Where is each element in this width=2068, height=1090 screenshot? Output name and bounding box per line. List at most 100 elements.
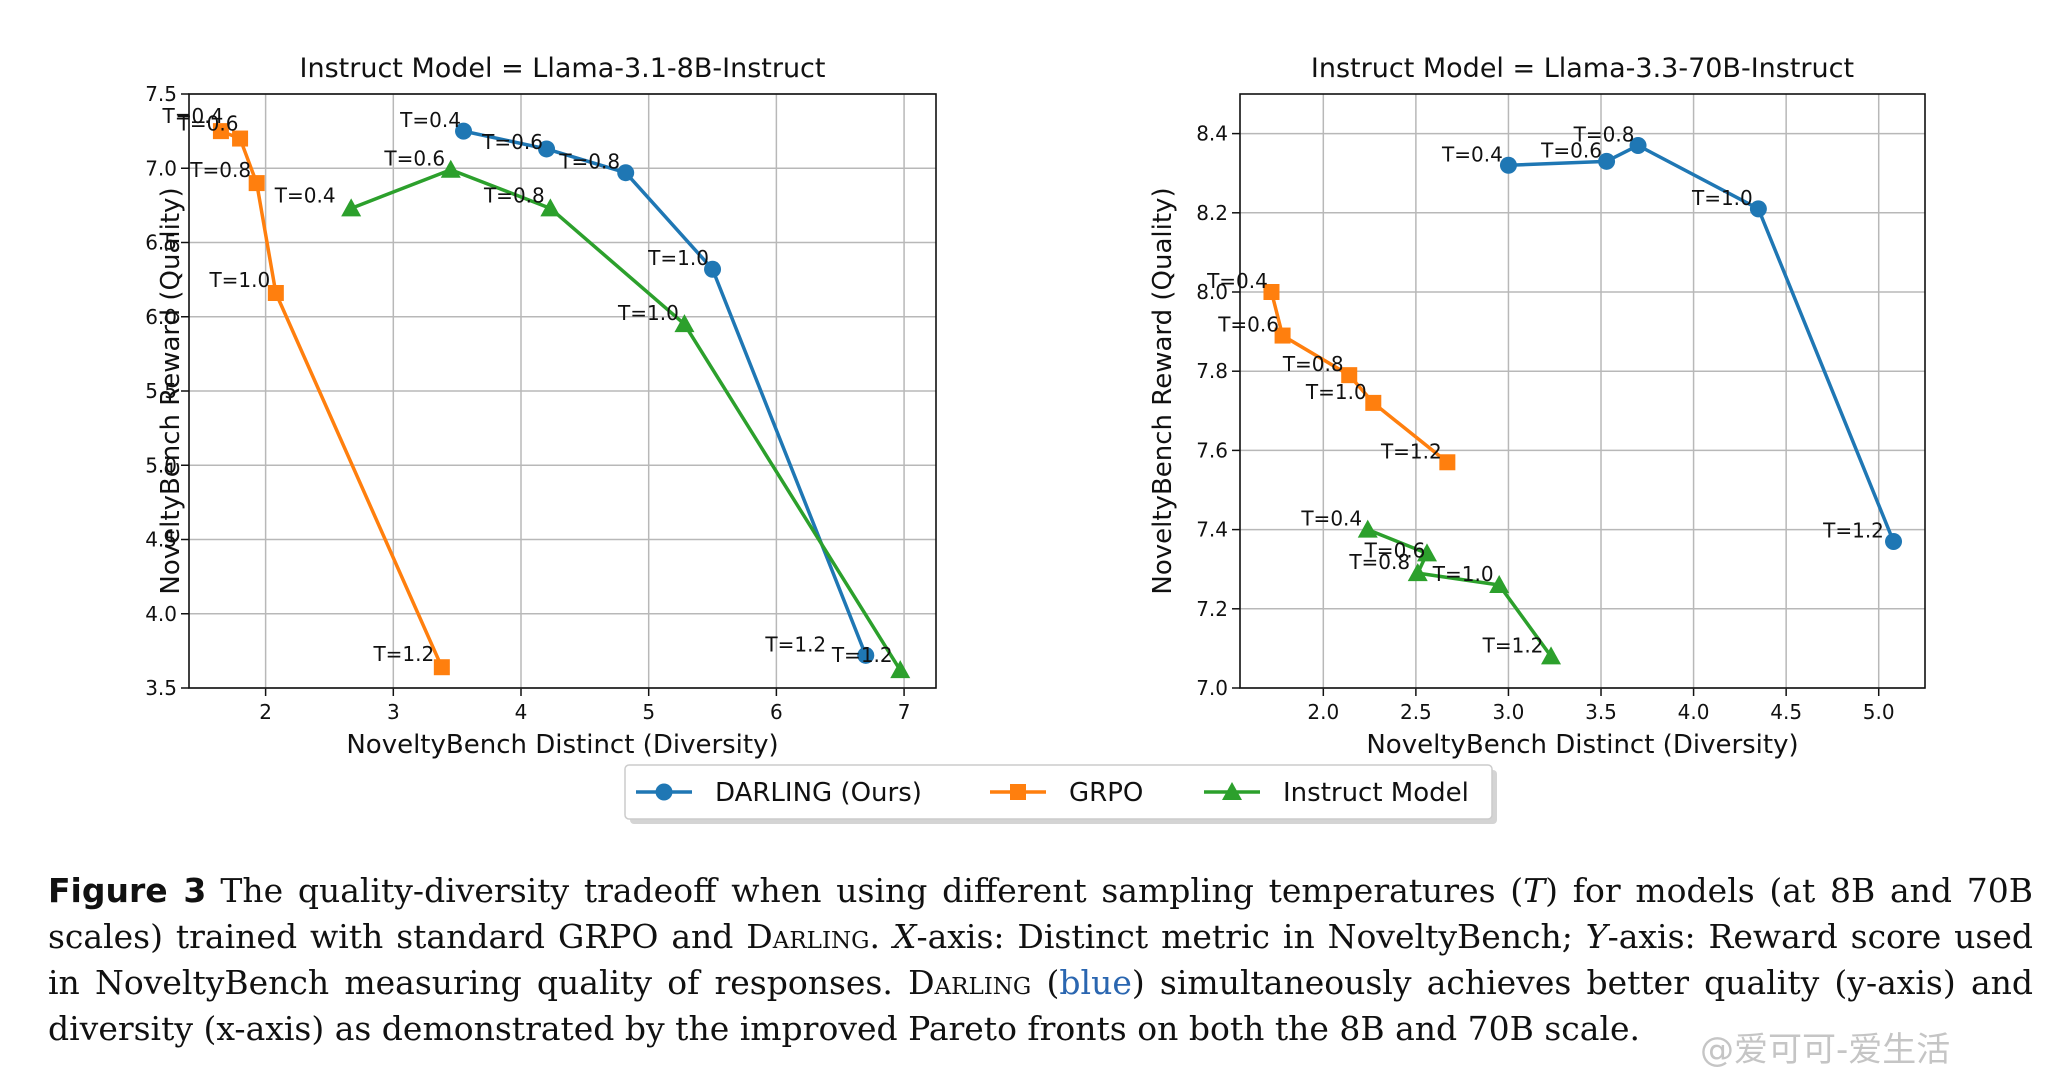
chart-title: Instruct Model = Llama-3.1-8B-Instruct xyxy=(300,53,826,84)
data-label: T=1.2 xyxy=(764,632,826,656)
y-tick-label: 3.5 xyxy=(145,676,177,700)
square-marker xyxy=(267,284,284,301)
triangle-marker xyxy=(1407,563,1428,582)
data-label: T=0.8 xyxy=(1573,122,1635,146)
legend-label: Instruct Model xyxy=(1283,778,1469,808)
data-label: T=0.6 xyxy=(177,112,239,136)
data-label: T=1.0 xyxy=(208,268,270,292)
series-line xyxy=(463,129,868,656)
circle-marker xyxy=(704,260,722,278)
chart-panel-1: 2 3 4 5 6 73.54.04.55.05.56.06.57.07.5T=0.4T=… xyxy=(145,53,937,760)
y-tick-label: 7.0 xyxy=(145,156,177,180)
caption-var-y: Y xyxy=(1585,917,1608,956)
square-marker xyxy=(248,175,265,192)
data-label: T=0.4 xyxy=(1300,507,1362,531)
legend-label: DARLING (Ours) xyxy=(715,778,922,808)
caption-blue-word: blue xyxy=(1059,963,1132,1002)
circle-marker xyxy=(1499,156,1517,174)
caption-text: ) for models (at 8B and 70B scales) trai… xyxy=(48,871,2033,956)
data-label: T=1.0 xyxy=(1432,562,1494,586)
circle-marker xyxy=(857,646,875,664)
y-tick-label: 6.0 xyxy=(145,305,177,329)
circle-marker xyxy=(655,783,673,801)
caption-text: ) simultaneously achieves better quality… xyxy=(48,963,2033,1048)
circle-marker xyxy=(1885,532,1903,550)
square-marker xyxy=(212,123,229,140)
circle-marker xyxy=(1749,200,1767,218)
plot-frame xyxy=(1239,93,1926,689)
y-tick-label: 7.6 xyxy=(1196,438,1228,462)
square-marker xyxy=(1263,284,1280,300)
y-tick-label: 8.2 xyxy=(1196,201,1228,225)
x-tick-label: 5 xyxy=(642,700,655,724)
caption-text: -axis: Reward score used in NoveltyBench… xyxy=(48,917,2033,1002)
legend-box xyxy=(624,764,1493,820)
data-label: T=0.6 xyxy=(1364,538,1426,562)
x-tick-label: 3.0 xyxy=(1493,700,1525,724)
data-label: T=1.0 xyxy=(617,301,679,325)
circle-marker xyxy=(617,164,635,182)
y-tick-label: 7.0 xyxy=(1196,676,1228,700)
data-label: T=1.0 xyxy=(1305,380,1367,404)
square-marker xyxy=(1274,327,1291,344)
x-tick-label: 2 xyxy=(259,700,272,724)
data-label: T=0.8 xyxy=(189,158,251,182)
caption-darling: Darling xyxy=(746,917,870,956)
x-axis-label: NoveltyBench Distinct (Diversity) xyxy=(1366,730,1798,760)
chart-panel-2: 2.0 2.5 3.0 3.5 4.0 4.5 5.0 7.0 7.2 7.4 7.6 7.8 8.0 8… xyxy=(1148,53,1926,760)
y-tick-label: 7.4 xyxy=(1196,518,1228,542)
x-tick-label: 4.0 xyxy=(1678,700,1710,724)
data-label: T=0.4 xyxy=(399,108,461,132)
y-axis-label: NoveltyBench Reward (Quality) xyxy=(1148,187,1178,594)
y-tick-label: 7.2 xyxy=(1196,597,1228,621)
data-label: T=1.2 xyxy=(372,642,434,666)
square-marker xyxy=(1365,394,1382,411)
watermark: @爱可可-爱生活 xyxy=(1700,1030,1951,1070)
data-label: T=0.4 xyxy=(1441,142,1503,166)
caption-var-t: T xyxy=(1523,871,1546,910)
data-label: T=0.8 xyxy=(483,183,545,207)
data-label: T=0.6 xyxy=(1540,138,1602,162)
circle-marker xyxy=(1629,136,1647,154)
caption-text: -axis: Distinct metric in NoveltyBench; xyxy=(916,917,1586,956)
data-label: T=1.2 xyxy=(1380,439,1442,463)
plot-frame xyxy=(188,93,937,689)
triangle-marker xyxy=(890,660,911,679)
x-tick-label: 2.5 xyxy=(1400,700,1432,724)
x-tick-label: 2.0 xyxy=(1307,700,1339,724)
x-axis-label: NoveltyBench Distinct (Diversity) xyxy=(346,730,778,760)
y-tick-label: 6.5 xyxy=(145,231,177,255)
series-line xyxy=(1269,291,1449,464)
x-tick-label: 3 xyxy=(387,700,400,724)
circle-marker xyxy=(455,122,473,140)
series-line xyxy=(220,129,444,668)
caption-text: The quality-diversity tradeoff when usin… xyxy=(220,871,1524,910)
square-marker xyxy=(433,659,450,676)
data-label: T=0.4 xyxy=(274,183,336,207)
square-marker xyxy=(1341,367,1358,384)
figure-label: Figure 3 xyxy=(48,871,207,910)
y-tick-label: 8.4 xyxy=(1196,122,1228,146)
square-marker xyxy=(1010,784,1026,800)
y-tick-label: 4.0 xyxy=(145,602,177,626)
triangle-marker xyxy=(341,198,362,217)
legend: DARLING (Ours) GRPO Instruct Model xyxy=(624,764,1497,824)
data-label: T=0.8 xyxy=(558,150,620,174)
square-marker xyxy=(1439,454,1456,471)
legend-label: GRPO xyxy=(1069,778,1143,808)
x-tick-label: 4.5 xyxy=(1770,700,1802,724)
y-tick-label: 7.5 xyxy=(145,82,177,106)
data-label: T=0.8 xyxy=(1282,352,1344,376)
x-tick-label: 5.0 xyxy=(1863,700,1895,724)
circle-marker xyxy=(1598,152,1616,170)
data-label: T=0.4 xyxy=(162,104,224,128)
data-label: T=0.6 xyxy=(481,130,543,154)
caption-text: . xyxy=(869,917,893,956)
data-label: T=0.6 xyxy=(383,147,445,171)
y-tick-label: 7.8 xyxy=(1196,359,1228,383)
caption-text: ( xyxy=(1031,963,1060,1002)
triangle-marker xyxy=(1416,543,1437,562)
triangle-marker xyxy=(1222,782,1242,800)
x-tick-label: 6 xyxy=(770,700,783,724)
